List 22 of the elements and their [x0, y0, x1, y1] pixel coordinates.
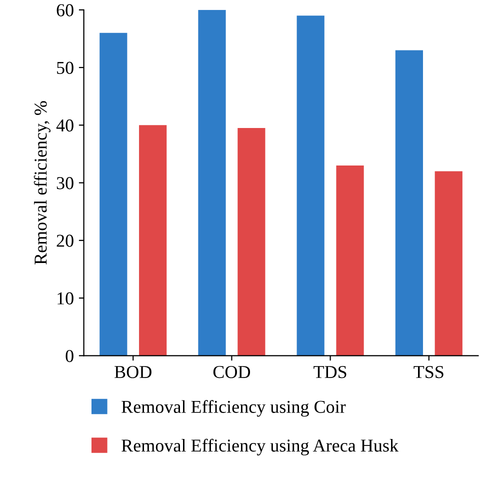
- x-tick-label: TDS: [314, 366, 346, 378]
- bar: [296, 16, 324, 356]
- bar: [198, 10, 226, 356]
- bar: [139, 125, 167, 356]
- bar: [434, 171, 462, 356]
- y-tick-label: 60: [56, 4, 74, 16]
- y-tick-label: 40: [56, 119, 74, 132]
- y-tick-label: 30: [56, 177, 74, 190]
- x-tick-label: TSS: [414, 366, 444, 378]
- bar: [238, 128, 266, 356]
- legend-label: Removal Efficiency using Coir: [122, 400, 346, 417]
- y-axis-title: Removal efficiency, %: [34, 101, 50, 264]
- bar: [100, 32, 128, 356]
- bar: [395, 50, 423, 356]
- y-tick-label: 10: [58, 292, 74, 304]
- y-tick-label: 20: [56, 234, 74, 247]
- x-tick-label: BOD: [114, 366, 152, 378]
- y-tick-label: 50: [57, 62, 74, 74]
- y-tick-label: 0: [66, 350, 74, 362]
- legend-label: Removal Efficiency using Areca Husk: [122, 438, 399, 456]
- x-tick-label: COD: [213, 366, 250, 378]
- bar: [336, 165, 364, 356]
